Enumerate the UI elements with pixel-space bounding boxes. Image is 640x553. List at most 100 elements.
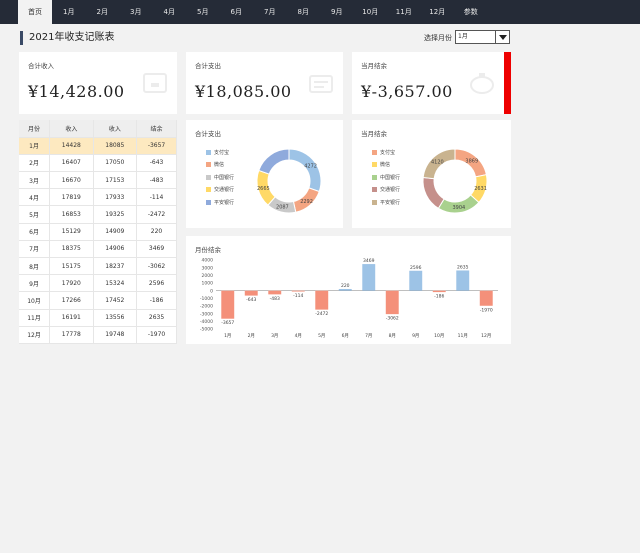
- balance-donut-card: 当月结余 支付宝 微信 中国银行 交通银行 平安银行 3869 2631 3904 4120: [352, 120, 511, 228]
- y-tick-label: 4000: [202, 258, 214, 264]
- bar: [291, 290, 305, 292]
- expense-donut-legend: 支付宝 微信 中国银行 交通银行 平安银行: [206, 146, 234, 209]
- table-row[interactable]: 10月 17266 17452 -186: [19, 291, 177, 310]
- bar: [409, 270, 423, 291]
- table-row[interactable]: 6月 15129 14909 220: [19, 223, 177, 241]
- top-nav: 首页 1月 2月 3月 4月 5月 6月 7月 8月 9月 10月 11月 12月 参数: [0, 0, 640, 24]
- balance-donut-legend: 支付宝 微信 中国银行 交通银行 平安银行: [372, 146, 400, 209]
- bar-value-label: -3062: [386, 316, 399, 322]
- table-cell: 5月: [19, 205, 51, 224]
- balance-label: 当月结余: [361, 62, 387, 70]
- table-row[interactable]: 5月 16853 19325 -2472: [19, 205, 177, 224]
- y-tick-label: -2000: [200, 304, 213, 310]
- table-cell: 220: [136, 223, 177, 241]
- table-row[interactable]: 2月 16407 17050 -643: [19, 154, 177, 173]
- legend-item: 平安银行: [206, 196, 234, 209]
- table-cell: 1月: [19, 137, 51, 155]
- legend-swatch: [372, 174, 377, 180]
- expense-donut-title: 合计支出: [195, 130, 221, 138]
- legend-label: 平安银行: [214, 199, 235, 206]
- table-row[interactable]: 7月 18375 14906 3469: [19, 240, 177, 259]
- legend-label: 微信: [380, 162, 391, 169]
- bar: [221, 290, 235, 319]
- table-cell: 17050: [93, 154, 138, 173]
- legend-label: 微信: [214, 162, 225, 169]
- nav-tab-5[interactable]: 5月: [197, 8, 209, 16]
- table-cell: 18375: [49, 240, 94, 259]
- bar: [456, 270, 470, 291]
- table-cell: 7月: [19, 240, 51, 259]
- donut-slice: [258, 148, 290, 175]
- legend-label: 交通银行: [214, 187, 235, 194]
- donut-slice-label: 4120: [431, 159, 444, 165]
- x-tick-label: 4月: [295, 333, 302, 339]
- table-row[interactable]: 8月 15175 18237 -3062: [19, 257, 177, 276]
- balance-donut-title: 当月结余: [361, 130, 387, 138]
- y-tick-label: -1000: [200, 296, 213, 302]
- x-tick-label: 10月: [434, 333, 444, 339]
- chevron-down-icon[interactable]: [495, 31, 509, 43]
- nav-tab-7[interactable]: 7月: [264, 8, 276, 16]
- table-cell: -643: [136, 154, 177, 173]
- legend-label: 交通银行: [380, 187, 401, 194]
- month-select[interactable]: 1月: [455, 30, 510, 44]
- expense-card: 合计支出 ¥18,085.00: [186, 52, 343, 114]
- nav-tab-12[interactable]: 12月: [429, 8, 446, 16]
- wallet-icon: [143, 73, 167, 93]
- bar-value-label: -114: [293, 293, 303, 299]
- y-tick-label: -5000: [200, 327, 213, 333]
- nav-tab-6[interactable]: 6月: [230, 8, 242, 16]
- nav-tab-3[interactable]: 3月: [130, 8, 142, 16]
- legend-item: 平安银行: [372, 196, 400, 209]
- nav-tab-2[interactable]: 2月: [96, 8, 108, 16]
- table-cell: -3657: [136, 137, 177, 155]
- nav-tab-11[interactable]: 11月: [395, 8, 412, 16]
- table-row[interactable]: 11月 16191 13556 2635: [19, 309, 177, 327]
- nav-tab-9[interactable]: 9月: [331, 8, 343, 16]
- table-cell: 15175: [49, 257, 94, 276]
- nav-tab-0[interactable]: 首页: [18, 0, 52, 24]
- table-cell: 3469: [136, 240, 177, 259]
- table-row[interactable]: 9月 17920 15324 2596: [19, 274, 177, 293]
- table-cell: 19325: [93, 205, 138, 224]
- table-row[interactable]: 3月 16670 17153 -483: [19, 171, 177, 190]
- table-cell: 18237: [93, 257, 138, 276]
- table-row[interactable]: 12月 17778 19748 -1970: [19, 326, 177, 344]
- donut-slice: [422, 176, 445, 210]
- table-cell: 2596: [136, 274, 177, 293]
- table-cell: 6月: [19, 223, 51, 241]
- table-row[interactable]: 1月 14428 18085 -3657: [19, 137, 177, 155]
- donut-slice: [288, 148, 322, 193]
- nav-tab-10[interactable]: 10月: [362, 8, 379, 16]
- nav-tab-13[interactable]: 参数: [463, 8, 478, 16]
- balance-card: 当月结余 ¥-3,657.00: [352, 52, 504, 114]
- legend-swatch: [206, 149, 211, 155]
- table-row[interactable]: 4月 17819 17933 -114: [19, 188, 177, 207]
- legend-swatch: [206, 187, 211, 193]
- expense-label: 合计支出: [195, 62, 221, 70]
- nav-tab-4[interactable]: 4月: [163, 8, 175, 16]
- monthly-summary-table: 月份 收入 收入 结余 1月 14428 18085 -3657 2月 16407 17050 -6…: [19, 120, 177, 344]
- nav-tab-8[interactable]: 8月: [297, 8, 309, 16]
- bar-value-label: -643: [246, 297, 256, 303]
- bar: [268, 290, 282, 295]
- donut-slice-label: 2665: [257, 186, 270, 192]
- table-cell: 14428: [49, 137, 94, 155]
- table-header-cell: 月份: [19, 120, 51, 138]
- monthly-balance-card: 月份结余 4000 3000 2000 1000 0 -1000 -2000 -3000 -40…: [186, 236, 511, 344]
- receipt-icon: [309, 75, 333, 93]
- page-title: 2021年收支记账表: [20, 31, 114, 45]
- table-cell: 17452: [93, 291, 138, 310]
- legend-label: 中国银行: [214, 174, 235, 181]
- income-card: 合计收入 ¥14,428.00: [19, 52, 177, 114]
- month-select-label: 选择月份: [424, 34, 452, 42]
- balance-alert-bar: [504, 52, 511, 114]
- nav-tab-1[interactable]: 1月: [63, 8, 75, 16]
- bar: [315, 290, 329, 310]
- table-header-cell: 结余: [136, 120, 177, 138]
- legend-swatch: [372, 149, 377, 155]
- x-tick-label: 11月: [458, 333, 468, 339]
- table-cell: 16670: [49, 171, 94, 190]
- balance-donut-chart: 3869 2631 3904 4120: [422, 148, 488, 214]
- table-cell: 17920: [49, 274, 94, 293]
